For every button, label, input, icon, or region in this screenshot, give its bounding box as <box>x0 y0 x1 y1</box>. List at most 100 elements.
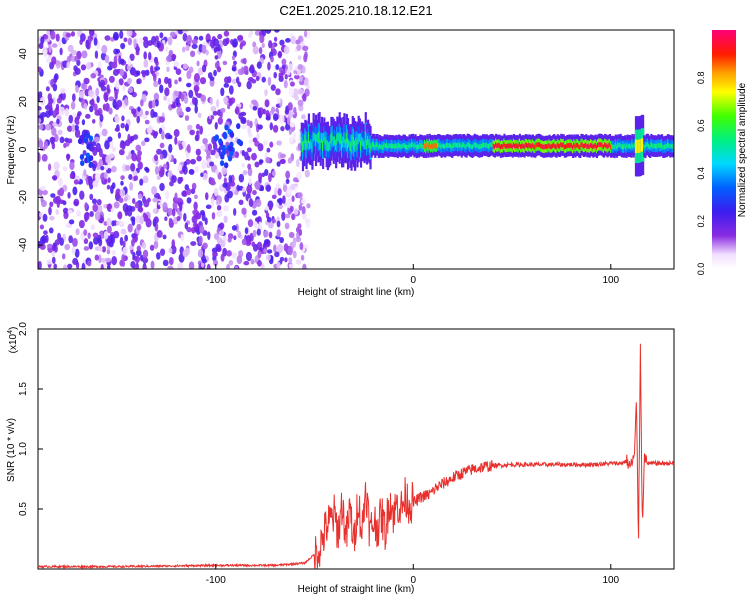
noise-cell <box>243 65 249 75</box>
band-core <box>534 144 537 150</box>
noise-cell <box>60 87 66 94</box>
band-core <box>377 144 380 150</box>
noise-cell <box>168 247 173 254</box>
noise-cell <box>299 75 303 82</box>
noise-cell <box>276 243 284 254</box>
noise-cell <box>159 142 165 149</box>
noise-cell <box>258 221 262 230</box>
band-core <box>576 142 580 148</box>
noise-cell <box>159 84 164 94</box>
band-core <box>509 143 512 149</box>
noise-cell <box>48 44 52 53</box>
band-core <box>442 143 446 149</box>
band-core <box>313 132 316 141</box>
noise-cell <box>184 184 189 191</box>
noise-cell <box>195 123 201 130</box>
noise-cell <box>82 149 87 156</box>
noise-cell <box>179 201 183 211</box>
noise-cell <box>111 61 118 69</box>
noise-cell <box>251 152 257 161</box>
noise-cell <box>51 256 56 264</box>
noise-cell <box>159 248 166 256</box>
noise-cell <box>79 91 85 99</box>
noise-cell <box>159 32 164 39</box>
noise-cell <box>98 158 103 167</box>
noise-cell <box>268 172 272 183</box>
noise-cell <box>288 87 295 97</box>
noise-cell <box>98 246 103 252</box>
noise-cell <box>122 203 129 213</box>
noise-cell <box>202 137 208 145</box>
noise-cell <box>95 87 100 97</box>
noise-cell <box>57 177 64 187</box>
noise-cell <box>117 211 123 220</box>
noise-cell <box>135 154 142 163</box>
band-core <box>496 143 499 149</box>
noise-cell <box>177 263 182 269</box>
noise-cell <box>101 128 108 137</box>
noise-cell <box>59 187 65 197</box>
noise-cell <box>142 265 147 269</box>
noise-cell <box>292 239 297 248</box>
noise-cell <box>171 208 176 217</box>
noise-cell <box>92 203 99 213</box>
noise-cell <box>212 142 218 151</box>
noise-cell <box>120 42 126 50</box>
noise-cell <box>277 188 282 196</box>
colorbar-tick-label: 0.4 <box>696 167 706 180</box>
noise-cell <box>59 136 65 144</box>
noise-cell <box>185 106 191 112</box>
band-core <box>569 143 572 148</box>
band-core <box>399 143 402 149</box>
noise-cell <box>196 60 200 67</box>
band-core <box>591 143 594 149</box>
band-core <box>322 140 325 151</box>
noise-cell <box>119 30 124 39</box>
noise-cell <box>107 265 111 269</box>
noise-cell <box>214 55 219 60</box>
noise-cell <box>276 220 281 228</box>
noise-cell <box>185 44 190 52</box>
band-core <box>420 143 423 149</box>
band-core <box>561 142 564 148</box>
snr-y-axis-label: SNR (10 * v/v) <box>6 418 17 482</box>
band-core <box>581 142 584 148</box>
noise-cell <box>268 231 273 239</box>
noise-cell <box>136 115 141 124</box>
band-core <box>457 143 460 149</box>
noise-cell <box>171 239 175 249</box>
noise-cell <box>265 30 272 34</box>
noise-cell <box>195 148 201 156</box>
hotspot-cell <box>219 160 225 167</box>
noise-cell <box>75 84 79 93</box>
noise-cell <box>167 207 174 216</box>
band-core <box>447 143 450 149</box>
noise-cell <box>83 238 89 245</box>
noise-cell <box>182 30 189 33</box>
noise-cell <box>252 106 258 111</box>
noise-cell <box>81 262 86 269</box>
noise-cell <box>251 209 258 216</box>
noise-cell <box>255 75 260 82</box>
noise-cell <box>232 38 238 48</box>
noise-cell <box>290 183 296 191</box>
noise-cell <box>114 127 120 132</box>
band-core <box>664 144 667 150</box>
spectrogram-heatmap <box>38 30 674 269</box>
band-core <box>331 132 334 141</box>
noise-cell <box>142 175 149 184</box>
noise-cell <box>209 76 215 82</box>
noise-cell <box>183 212 187 222</box>
noise-cell <box>81 82 86 90</box>
band-core <box>645 142 648 148</box>
noise-cell <box>267 76 272 86</box>
noise-cell <box>130 260 136 269</box>
band-core <box>668 143 671 148</box>
noise-cell <box>103 92 109 102</box>
band-core <box>305 139 308 151</box>
noise-cell <box>105 154 112 164</box>
noise-cell <box>200 144 206 151</box>
noise-cell <box>301 114 306 120</box>
band-core <box>583 143 587 149</box>
noise-cell <box>191 182 197 191</box>
